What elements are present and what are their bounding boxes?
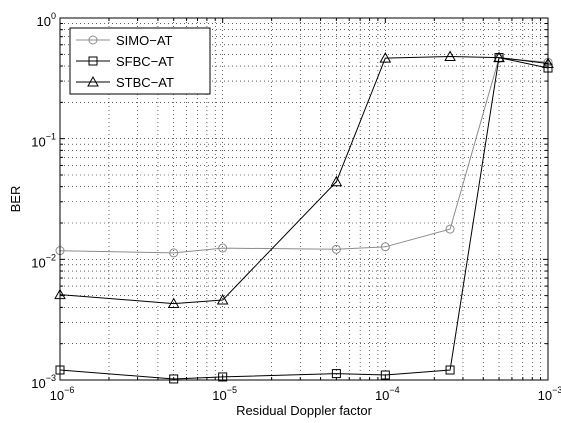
series-circle <box>55 53 553 258</box>
legend: SIMO−AT SFBC−AT STBC−AT <box>69 27 211 95</box>
data-point-triangle <box>379 52 392 63</box>
data-point-square <box>218 372 228 382</box>
series-layer <box>54 50 554 384</box>
legend-label: SFBC−AT <box>116 54 174 69</box>
legend-label: SIMO−AT <box>116 33 173 48</box>
legend-entry: STBC−AT <box>76 75 174 90</box>
plot-frame <box>59 17 549 381</box>
legend-entry: SIMO−AT <box>76 33 173 48</box>
tick-labels: 10−6 10−5 10−4 10−3 10−3 10−2 10−1 100 <box>31 11 561 403</box>
data-point-triangle <box>493 51 505 63</box>
x-tick-label: 10−3 <box>538 385 561 403</box>
legend-label: STBC−AT <box>116 75 174 90</box>
x-tick-label: 10−4 <box>375 385 400 403</box>
legend-marker-circle <box>88 35 98 45</box>
x-axis-label: Residual Doppler factor <box>236 403 373 418</box>
series-line <box>59 57 549 254</box>
series-line <box>59 55 549 305</box>
data-point-triangle <box>444 50 456 61</box>
x-tick-label: 10−5 <box>212 385 237 403</box>
data-point-triangle <box>216 293 229 305</box>
y-axis-label: BER <box>8 186 23 213</box>
y-tick-label: 10−2 <box>31 252 56 270</box>
legend-entry: SFBC−AT <box>76 54 174 69</box>
y-tick-label: 10−1 <box>31 132 56 150</box>
series-triangle <box>54 50 554 309</box>
data-point-circle <box>218 243 228 253</box>
data-point-circle <box>445 224 455 234</box>
series-line <box>59 57 549 380</box>
data-point-triangle <box>167 297 180 309</box>
data-point-triangle <box>330 175 343 187</box>
data-point-square <box>169 374 179 384</box>
legend-marker-square <box>88 56 98 66</box>
data-point-circle <box>331 244 341 254</box>
x-tick-label: 10−6 <box>50 385 75 403</box>
data-point-circle <box>169 248 179 258</box>
legend-marker-triangle <box>87 75 99 87</box>
axes <box>59 17 549 381</box>
data-point-square <box>445 365 455 375</box>
y-tick-label: 10−3 <box>31 373 56 391</box>
y-tick-label: 100 <box>37 11 56 29</box>
data-point-circle <box>380 242 390 252</box>
